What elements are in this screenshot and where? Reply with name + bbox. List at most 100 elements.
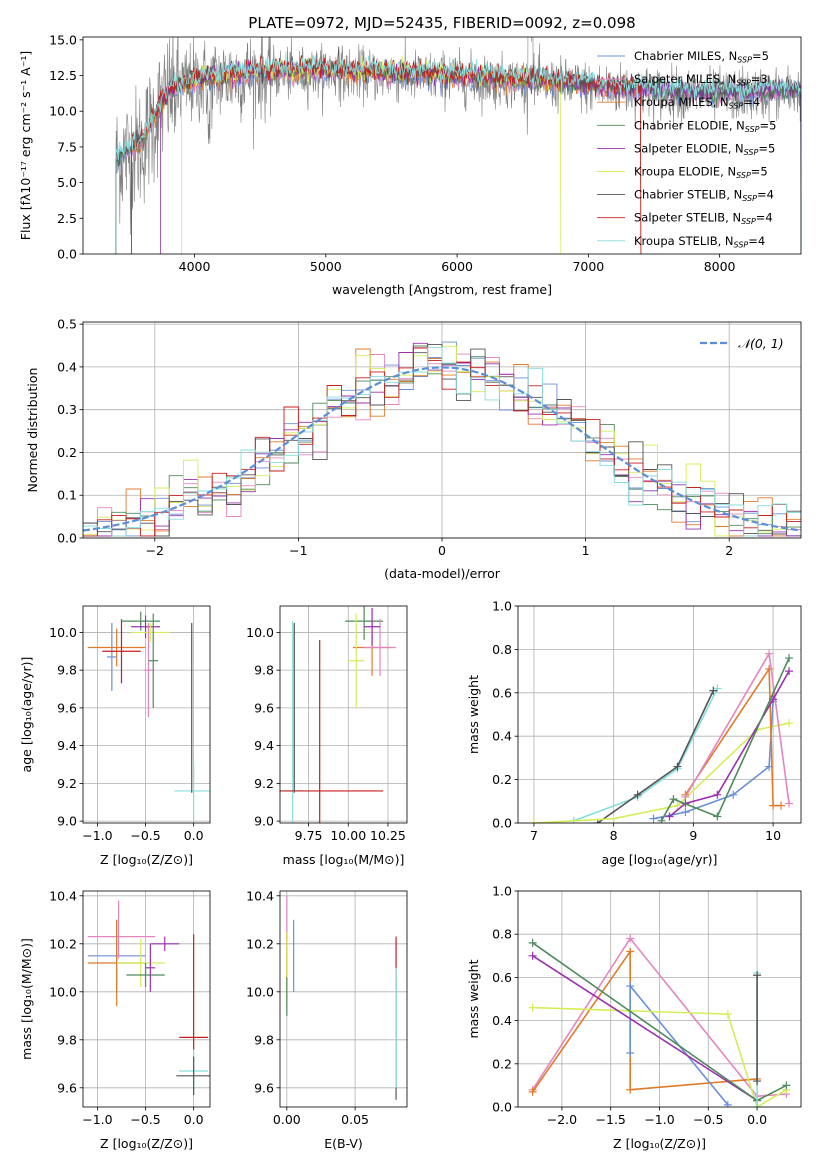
- y-tick-label: 10.0: [49, 625, 77, 640]
- data-point-marker: [528, 951, 537, 960]
- y-tick-label: 0.0: [492, 816, 512, 831]
- data-point-marker: [713, 812, 722, 821]
- x-tick-label: 0: [438, 543, 446, 558]
- data-point-marker: [669, 795, 678, 804]
- histogram-kroupa-stelib: [83, 347, 801, 537]
- series-line-kroupa-stelib: [573, 688, 719, 822]
- age_vs_mass-grid: [280, 606, 407, 823]
- data-point-marker: [626, 934, 635, 943]
- y-tick-label: 0.0: [57, 531, 77, 546]
- x-axis-label: Z [log₁₀(Z/Z⊙)]: [100, 1136, 193, 1151]
- data-point-marker: [785, 719, 794, 728]
- data-point-marker: [753, 1103, 762, 1107]
- series-line-salpeter-miles: [531, 937, 787, 1098]
- x-tick-label: −2.0: [547, 1112, 577, 1127]
- x-axis-label: E(B-V): [324, 1136, 363, 1151]
- x-tick-label: 6000: [441, 259, 473, 274]
- x-tick-label: 0.0: [747, 1112, 767, 1127]
- legend-entry: Salpeter STELIB, NSSP=4: [634, 211, 773, 227]
- y-tick-label: 7.5: [57, 139, 77, 154]
- y-tick-label: 10.4: [246, 888, 274, 903]
- x-tick-label: 0.00: [273, 1112, 301, 1127]
- mass_vs_EBV-plot-area: [286, 895, 397, 1100]
- data-point-marker: [753, 1077, 762, 1086]
- x-tick-label: 10: [765, 828, 781, 843]
- y-tick-label: 9.8: [57, 1032, 77, 1047]
- y-tick-label: 1.0: [492, 599, 512, 614]
- y-tick-label: 0.5: [57, 317, 77, 332]
- y-tick-label: 0.4: [57, 359, 77, 374]
- data-point-marker: [626, 1049, 635, 1057]
- y-tick-label: 0.8: [492, 642, 512, 657]
- x-axis-label: Z [log₁₀(Z/Z⊙)]: [613, 1136, 706, 1151]
- y-axis-label: mass weight: [466, 959, 481, 1038]
- mass_vs_EBV-grid: [280, 891, 407, 1107]
- age_vs_mass-chart: 9.75 10.00 10.25 9.0 9.2 9.4 9.6 9.8 10.0 mass [l…: [246, 605, 408, 867]
- residuals-legend: 𝒩(0, 1): [700, 336, 784, 351]
- data-point-marker: [649, 814, 658, 823]
- data-point-marker: [785, 654, 794, 663]
- data-point-marker: [528, 1087, 537, 1096]
- y-tick-label: 2.5: [57, 211, 77, 226]
- series-line-salpeter-elodie: [532, 955, 758, 1102]
- y-tick-label: 10.2: [49, 936, 77, 951]
- data-point-marker: [723, 1100, 732, 1107]
- x-tick-label: −1.5: [596, 1112, 626, 1127]
- x-axis-label: age [log₁₀(age/yr)]: [602, 852, 718, 867]
- y-tick-label: 0.2: [492, 772, 512, 787]
- age_vs_mass-frame: [279, 605, 408, 824]
- age_vs_mass-plot-area: [280, 606, 396, 823]
- y-tick-label: 0.0: [57, 247, 77, 262]
- data-point-marker: [665, 812, 674, 821]
- data-point-marker: [713, 684, 722, 693]
- x-tick-label: 4000: [179, 259, 211, 274]
- histogram-salpeter-stelib: [83, 347, 801, 537]
- y-tick-label: 0.1: [57, 488, 77, 503]
- legend-entry: Chabrier STELIB, NSSP=4: [634, 188, 774, 204]
- legend-entry: Salpeter ELODIE, NSSP=5: [634, 141, 775, 157]
- x-tick-label: 7000: [572, 259, 604, 274]
- mass_vs_EBV-chart: 0.00 0.05 9.6 9.8 10.0 10.2 10.4 E(B-V): [246, 888, 408, 1151]
- y-tick-label: 12.5: [49, 68, 77, 83]
- x-tick-label: −1: [289, 543, 307, 558]
- age_vs_Z-frame: [82, 605, 211, 824]
- data-point-marker: [709, 686, 718, 695]
- spectrum-frame: [82, 36, 802, 255]
- x-tick-label: 0.0: [184, 1112, 204, 1127]
- y-tick-label: 0.4: [492, 1013, 512, 1028]
- y-tick-label: 0.2: [492, 1056, 512, 1071]
- x-tick-label: 2: [725, 543, 733, 558]
- age_vs_Z-plot-area: [87, 611, 210, 820]
- y-tick-label: 10.0: [49, 104, 77, 119]
- mass_vs_EBV-frame: [279, 890, 408, 1108]
- model-spectrum-kroupa-elodie: [181, 55, 562, 254]
- massweight_vs_Z-grid: [518, 890, 801, 1108]
- y-tick-label: 0.3: [57, 402, 77, 417]
- massweight_vs_Z-chart: −2.0 −1.5 −1.0 −0.5 0.0 0.0 0.2 0.4 0.6 0.8 1.0 Z […: [466, 884, 802, 1151]
- data-point-marker: [528, 1003, 537, 1012]
- y-axis-label: age [log₁₀(age/yr)]: [19, 657, 34, 773]
- x-tick-label: 1: [582, 543, 590, 558]
- x-axis-label: wavelength [Angstrom, rest frame]: [332, 282, 552, 297]
- age_vs_Z-chart: −1.0 −0.5 0.0 9.0 9.2 9.4 9.6 9.8 10.0 Z [log₁₀(Z…: [19, 605, 211, 867]
- data-point-marker: [626, 982, 635, 991]
- legend-entry: Kroupa MILES, NSSP=4: [634, 95, 760, 111]
- mass_vs_Z-grid: [83, 891, 210, 1107]
- y-axis-label: Flux [fλ10⁻¹⁷ erg cm⁻² s⁻¹ A⁻¹]: [18, 51, 33, 240]
- data-point-marker: [681, 808, 690, 817]
- x-tick-label: 9.75: [295, 828, 323, 843]
- data-point-marker: [609, 814, 618, 823]
- y-tick-label: 15.0: [49, 32, 77, 47]
- y-tick-label: 9.6: [254, 700, 274, 715]
- x-tick-label: −2: [146, 543, 164, 558]
- model-spectrum-kroupa-stelib: [115, 51, 801, 254]
- x-tick-label: 10.00: [330, 828, 366, 843]
- y-tick-label: 9.8: [57, 663, 77, 678]
- data-point-marker: [528, 938, 537, 947]
- x-tick-label: 0.05: [341, 1112, 369, 1127]
- data-point-marker: [626, 947, 635, 956]
- y-tick-label: 9.6: [57, 700, 77, 715]
- data-point-marker: [782, 1081, 791, 1090]
- y-tick-label: 0.6: [492, 970, 512, 985]
